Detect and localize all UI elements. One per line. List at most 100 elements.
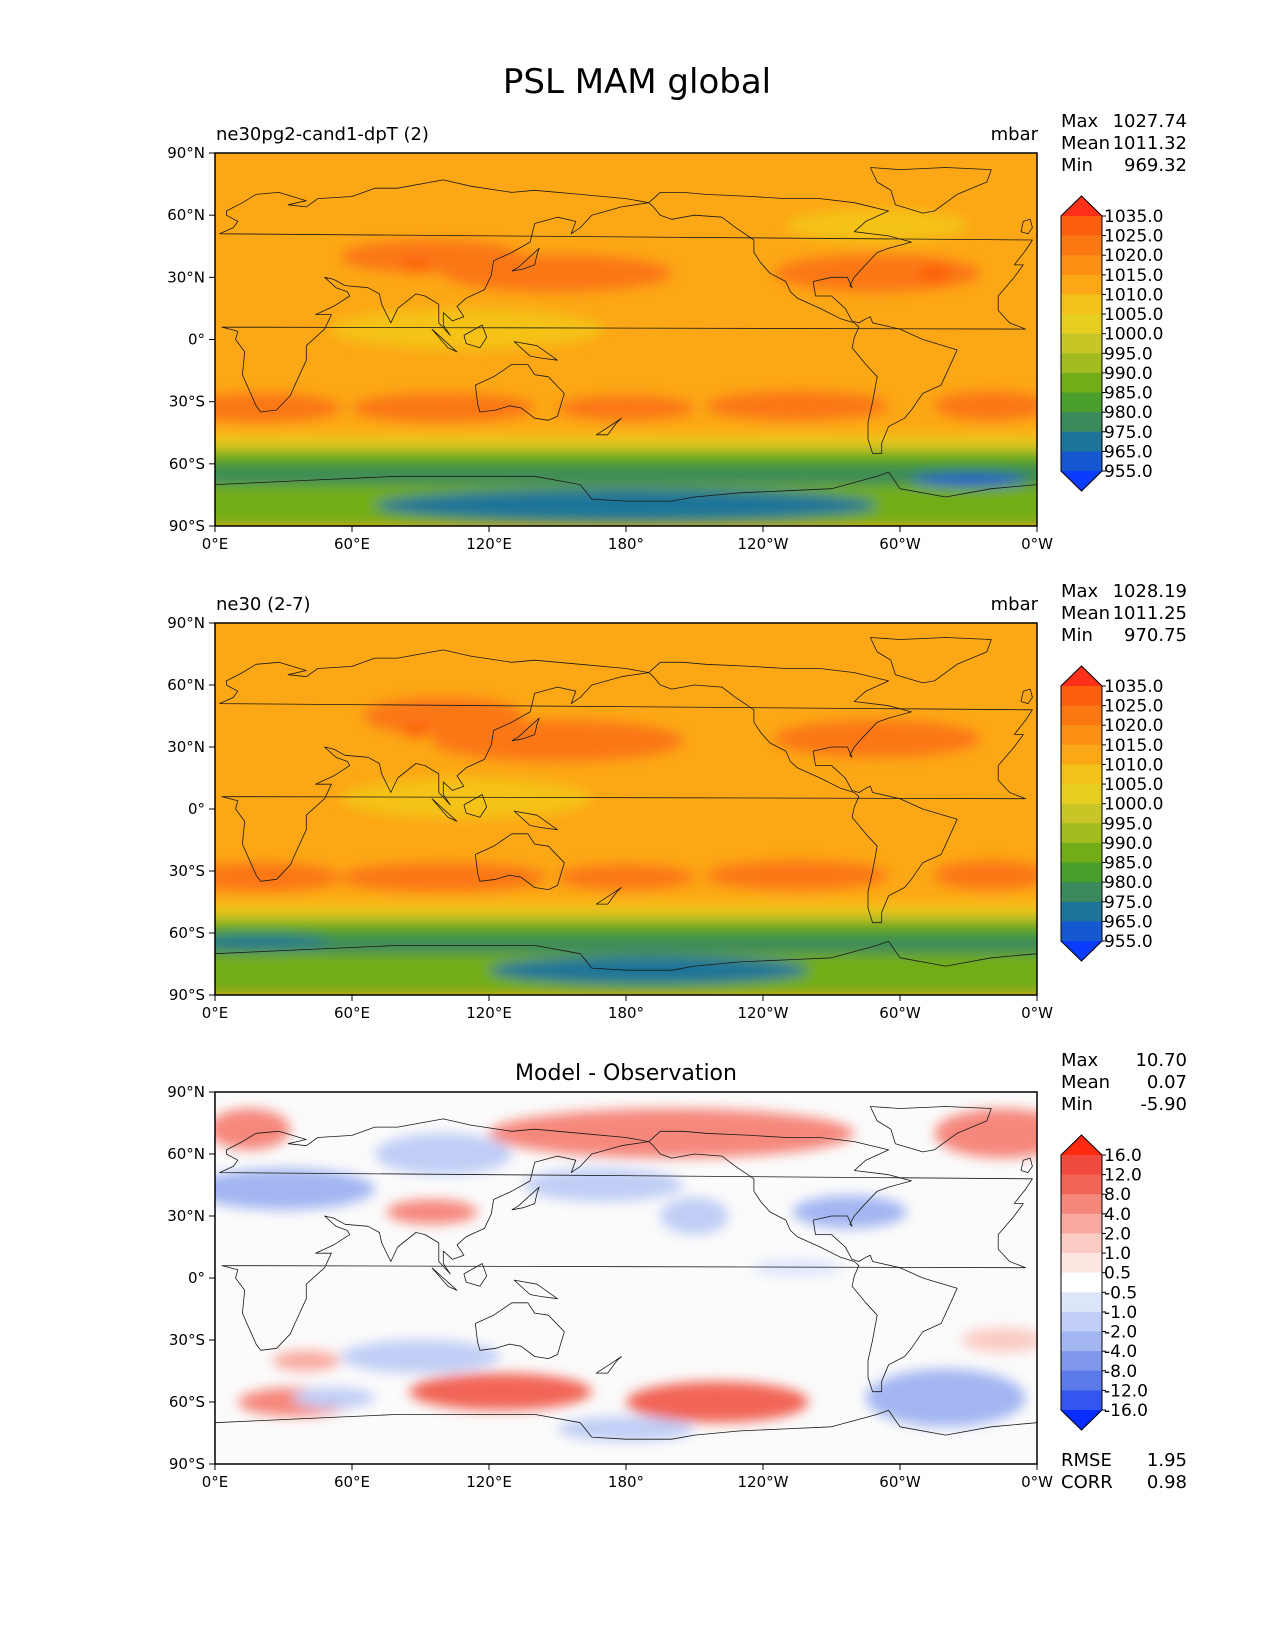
colorbar: 1035.01025.01020.01015.01010.01005.01000… — [1060, 195, 1163, 492]
y-tick-label: 30°S — [169, 862, 205, 880]
coastline — [648, 1130, 958, 1393]
x-tick-label: 120°E — [466, 535, 512, 553]
pressure-fields — [215, 208, 1037, 526]
field-region — [340, 240, 524, 274]
colorbar-label: 16.0 — [1104, 1146, 1142, 1166]
y-tick-label: 90°N — [167, 144, 205, 162]
field-region — [329, 308, 604, 350]
stat-label: Mean — [1061, 603, 1110, 624]
field-region — [489, 1108, 855, 1159]
coastline — [431, 798, 458, 822]
colorbar-label: 1005.0 — [1104, 305, 1163, 325]
coastline — [595, 887, 622, 905]
field-region — [660, 1197, 729, 1235]
x-tick-label: 180° — [608, 1473, 644, 1491]
colorbar-label: 965.0 — [1104, 442, 1153, 462]
field-region — [215, 862, 341, 892]
stat-value: 1027.74 — [1113, 111, 1187, 132]
y-tick-label: 60°N — [167, 206, 205, 224]
colorbar-swatch — [1061, 862, 1102, 883]
pressure-band — [215, 937, 1037, 954]
field-region — [626, 1381, 809, 1423]
field-region — [292, 1387, 375, 1409]
colorbar-label: 980.0 — [1104, 873, 1153, 893]
x-tick-label: 60°E — [334, 1473, 370, 1491]
field-region — [557, 864, 695, 890]
field-region — [523, 1168, 684, 1202]
colorbar-label: 12.0 — [1104, 1166, 1142, 1186]
stat-label: Mean — [1061, 1072, 1110, 1093]
stat-label: Min — [1061, 625, 1093, 646]
map-area — [215, 623, 1037, 995]
x-axis-ticks: 0°E 60°E 120°E 180° 120°W 60°W 0°W — [202, 1464, 1053, 1491]
colorbar-label: 985.0 — [1104, 384, 1153, 404]
y-tick-label: 30°N — [167, 1207, 205, 1225]
stat-label: Max — [1061, 1050, 1099, 1071]
pressure-band — [215, 920, 1037, 929]
colorbar-label: 1015.0 — [1104, 266, 1163, 286]
colorbar-swatch — [1061, 294, 1102, 315]
colorbar-swatch — [1061, 353, 1102, 374]
x-tick-label: 0°E — [202, 1004, 229, 1022]
colorbar-label: 1010.0 — [1104, 285, 1163, 305]
colorbar-label: -1.0 — [1104, 1303, 1137, 1323]
field-region — [785, 208, 969, 243]
colorbar-label: 975.0 — [1104, 423, 1153, 443]
colorbar-swatch — [1061, 1174, 1102, 1195]
colorbar-swatch — [1061, 412, 1102, 433]
stat-value: 0.98 — [1147, 1472, 1187, 1493]
colorbar-swatch — [1061, 1194, 1102, 1215]
colorbar-extend-top — [1061, 1135, 1102, 1155]
field-region — [340, 1340, 501, 1374]
field-region — [352, 393, 535, 423]
coastline — [1020, 1157, 1033, 1173]
coastline — [513, 341, 558, 361]
x-tick-label: 180° — [608, 535, 644, 553]
map-area — [215, 1092, 1037, 1464]
x-axis-ticks: 0°E 60°E 120°E 180° 120°W 60°W 0°W — [202, 995, 1053, 1022]
y-tick-label: 90°S — [169, 986, 205, 1004]
colorbar-label: 8.0 — [1104, 1185, 1131, 1205]
coastline — [595, 1356, 622, 1374]
colorbar-swatch — [1061, 686, 1102, 707]
stats-block: Max 10.70 Mean 0.07 Min -5.90 — [1061, 1050, 1187, 1115]
colorbar: 16.012.08.04.02.01.00.5-0.5-1.0-2.0-4.0-… — [1060, 1134, 1148, 1431]
colorbar-label: 2.0 — [1104, 1224, 1131, 1244]
coastline — [463, 1263, 488, 1287]
colorbar-swatch — [1061, 314, 1102, 335]
stat-value: 10.70 — [1135, 1050, 1187, 1071]
colorbar-label: 0.5 — [1104, 1264, 1131, 1284]
colorbar-swatch — [1061, 431, 1102, 452]
colorbar-label: 980.0 — [1104, 403, 1153, 423]
colorbar-swatch — [1061, 1351, 1102, 1372]
field-region — [215, 1168, 375, 1210]
y-tick-label: 90°S — [169, 1455, 205, 1473]
x-tick-label: 0°W — [1021, 1004, 1053, 1022]
stat-label: RMSE — [1061, 1450, 1112, 1471]
coastline — [474, 363, 565, 421]
field-region — [934, 1108, 1037, 1159]
coastline — [215, 940, 1037, 971]
field-region — [865, 1368, 1026, 1427]
colorbar-swatch — [1061, 842, 1102, 864]
colorbar-extend-bottom — [1061, 1410, 1102, 1430]
coastline — [215, 1409, 1037, 1440]
stat-label: Min — [1061, 1094, 1093, 1115]
y-tick-label: 60°S — [169, 924, 205, 942]
colorbar-label: 1035.0 — [1104, 207, 1163, 227]
stat-value: 1011.32 — [1113, 133, 1187, 154]
colorbar-swatch — [1061, 784, 1102, 805]
colorbar-label: 1015.0 — [1104, 736, 1163, 756]
map-area — [215, 153, 1037, 526]
colorbar-swatch — [1061, 744, 1102, 765]
field-region — [557, 1416, 695, 1442]
pressure-band — [215, 902, 1037, 913]
x-tick-label: 120°W — [738, 1004, 789, 1022]
colorbar-swatch — [1061, 1311, 1102, 1333]
field-region — [363, 697, 524, 735]
y-tick-label: 30°S — [169, 393, 205, 411]
colorbar-label: 1000.0 — [1104, 795, 1163, 815]
